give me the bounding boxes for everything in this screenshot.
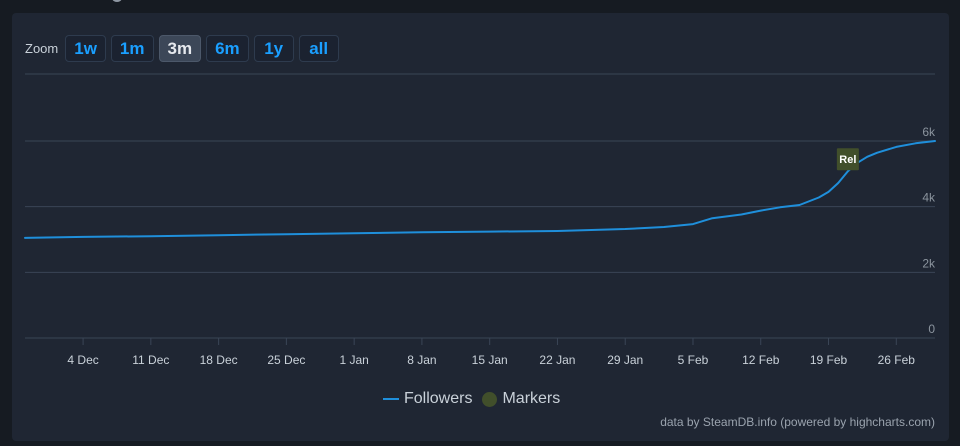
y-tick-label: 0 [928, 322, 935, 336]
x-tick-label: 19 Feb [810, 353, 848, 367]
credits-link[interactable]: data by SteamDB.info (powered by highcha… [660, 415, 935, 429]
zoom-label: Zoom [25, 41, 59, 56]
chart-legend: Followers Markers [383, 388, 560, 410]
chart-panel: Zoom 1w 1m 3m 6m 1y all 0 2k 4k 6k 4 Dec 11 D… [12, 13, 949, 441]
x-tick-label: 25 Dec [267, 353, 305, 367]
zoom-1m-button[interactable]: 1m [110, 35, 154, 62]
legend-markers-label: Markers [502, 390, 561, 407]
zoom-1y-button[interactable]: 1y [253, 35, 294, 62]
x-tick-label: 12 Feb [742, 353, 780, 367]
x-tick-label: 8 Jan [407, 353, 436, 367]
x-tick-label: 22 Jan [539, 353, 575, 367]
x-tick-label: 18 Dec [200, 353, 238, 367]
legend-dot-icon [482, 391, 498, 407]
followers-chart: 0 2k 4k 6k 4 Dec 11 Dec 18 Dec 25 Dec 1 Jan 8 Jan… [24, 73, 936, 367]
x-tick-label: 15 Jan [472, 353, 508, 367]
zoom-3m-button[interactable]: 3m [158, 35, 202, 62]
y-tick-label: 6k [922, 125, 936, 139]
y-tick-label: 4k [922, 191, 936, 205]
zoom-6m-button[interactable]: 6m [206, 35, 249, 62]
y-tick-label: 2k [922, 256, 936, 270]
legend-line-icon [383, 398, 399, 400]
zoom-toolbar: Zoom 1w 1m 3m 6m 1y all [25, 34, 339, 63]
x-tick-label: 11 Dec [132, 353, 169, 367]
x-tick-label: 29 Jan [607, 353, 643, 367]
release-marker [836, 148, 859, 171]
release-marker-label: Rel [839, 154, 856, 166]
header-fragment-icon [112, 0, 122, 2]
legend-followers-label: Followers [404, 390, 473, 407]
legend-markers[interactable]: Markers [482, 390, 560, 408]
x-tick-label: 26 Feb [878, 353, 916, 367]
x-tick-label: 5 Feb [678, 353, 709, 367]
followers-series-line [24, 140, 936, 239]
x-tick-label: 4 Dec [67, 353, 98, 367]
zoom-1w-button[interactable]: 1w [65, 35, 106, 62]
x-tick-label: 1 Jan [339, 353, 368, 367]
legend-followers[interactable]: Followers [383, 390, 472, 408]
zoom-all-button[interactable]: all [298, 35, 339, 62]
